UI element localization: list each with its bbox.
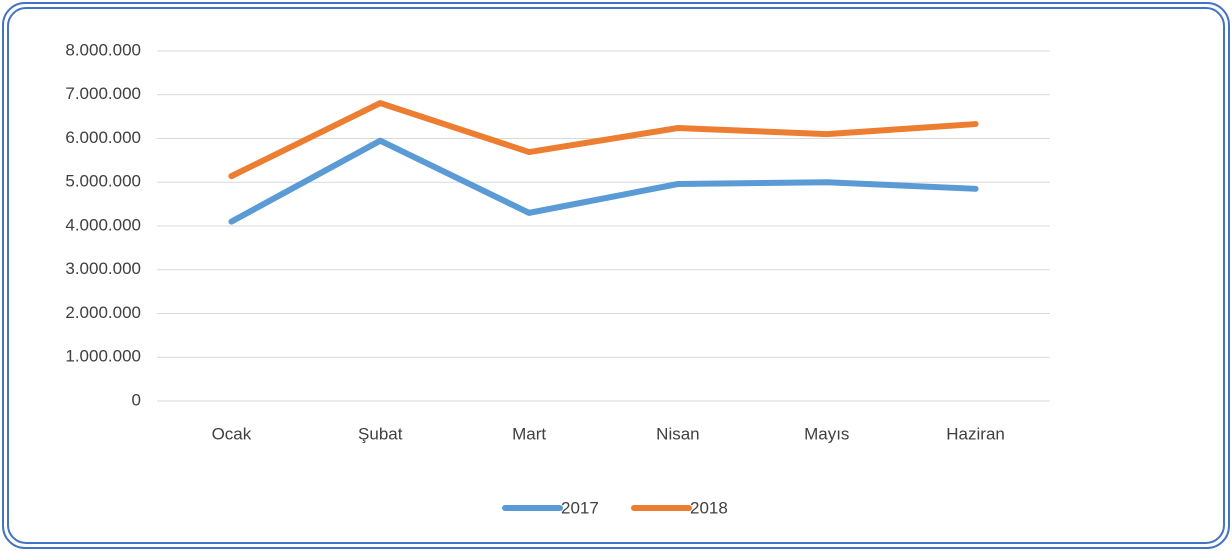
y-tick-label: 4.000.000	[65, 215, 141, 234]
x-tick-label: Mart	[512, 424, 546, 443]
y-tick-label: 3.000.000	[65, 259, 141, 278]
legend-label: 2018	[690, 498, 728, 517]
x-tick-label: Şubat	[358, 424, 403, 443]
x-tick-label: Mayıs	[804, 424, 849, 443]
y-tick-label: 8.000.000	[65, 40, 141, 59]
x-tick-label: Haziran	[946, 424, 1005, 443]
series-line	[228, 100, 979, 180]
legend-label: 2017	[561, 498, 599, 517]
series-line	[228, 137, 979, 225]
y-tick-label: 7.000.000	[65, 84, 141, 103]
y-tick-label: 6.000.000	[65, 128, 141, 147]
inner-border	[7, 7, 1225, 544]
y-tick-label: 1.000.000	[65, 347, 141, 366]
y-tick-label: 2.000.000	[65, 303, 141, 322]
y-tick-label: 0	[132, 390, 141, 409]
x-tick-label: Nisan	[656, 424, 699, 443]
y-tick-label: 5.000.000	[65, 172, 141, 191]
x-tick-label: Ocak	[212, 424, 252, 443]
